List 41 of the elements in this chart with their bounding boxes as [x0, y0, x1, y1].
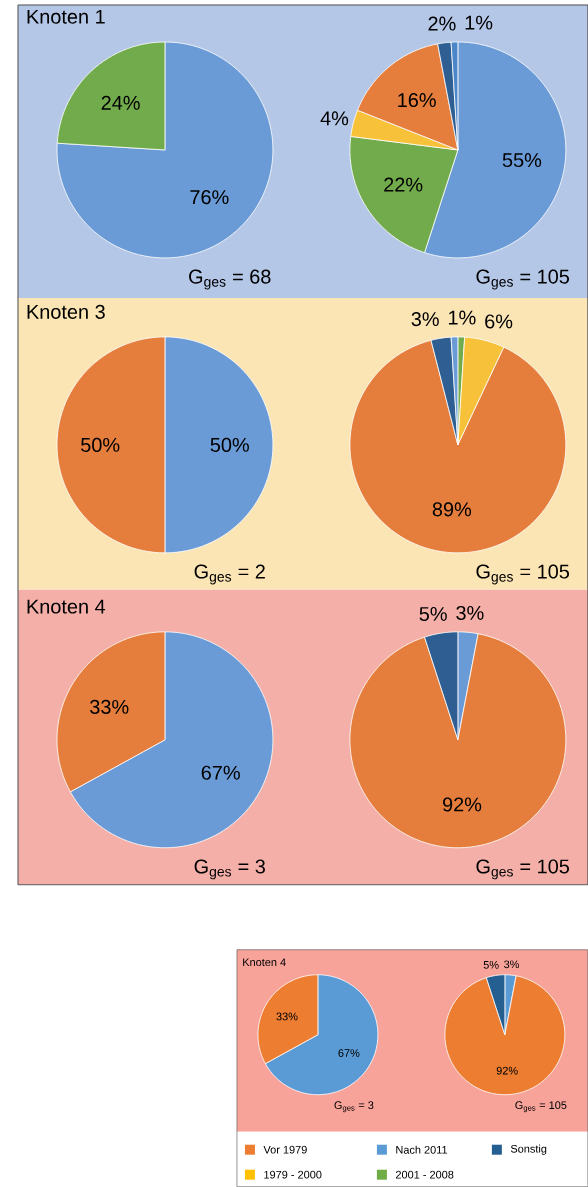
data-label: 6% [485, 314, 513, 329]
data-label: 5% [483, 961, 499, 969]
category-label: 2001 - 2008 [395, 1170, 454, 1179]
text: G$_{ges}$ = 105 [476, 564, 569, 585]
data-label: 92% [442, 797, 482, 812]
text: G$_{ges}$ = 2 [194, 564, 265, 585]
data-label: 3% [503, 960, 519, 969]
data-label: 92% [496, 1066, 518, 1075]
data-label: 3% [456, 605, 484, 620]
chart-title: Knoten 1 [27, 9, 105, 24]
chart-title: Knoten 4 [242, 958, 286, 967]
data-label: 33% [89, 699, 129, 714]
chart-title: Knoten 4 [27, 599, 105, 614]
data-label: 76% [190, 190, 229, 205]
text: G$_{ges}$ = 68 [188, 269, 271, 290]
data-label: 24% [101, 95, 140, 110]
data-label: 1% [448, 310, 476, 325]
data-label: 3% [411, 312, 439, 327]
text: G$_{ges}$ = 105 [476, 859, 569, 880]
category-label: Vor 1979 [263, 1145, 307, 1154]
text: G$_{ges}$ = 3 [194, 859, 265, 880]
data-label: 55% [502, 153, 541, 168]
data-label: 50% [80, 437, 120, 452]
data-label: 67% [201, 765, 240, 780]
category-label: Sonstig [510, 1144, 547, 1155]
data-label: 2% [428, 16, 456, 31]
data-label: 4% [320, 111, 348, 126]
data-label: 22% [384, 177, 423, 192]
data-label: 89% [432, 502, 471, 517]
data-label: 16% [398, 93, 436, 108]
data-label: 1% [465, 15, 493, 30]
text: G$_{ges}$ = 3 [334, 1101, 374, 1113]
data-label: 67% [338, 1049, 360, 1057]
category-label: 1979 - 2000 [264, 1170, 322, 1179]
text: G$_{ges}$ = 105 [515, 1101, 567, 1113]
data-label: 50% [210, 437, 249, 452]
text: G$_{ges}$ = 105 [476, 269, 569, 290]
data-label: 33% [276, 1012, 298, 1021]
data-label: 5% [419, 607, 447, 622]
category-label: Nach 2011 [396, 1145, 447, 1154]
chart-title: Knoten 3 [27, 304, 105, 319]
